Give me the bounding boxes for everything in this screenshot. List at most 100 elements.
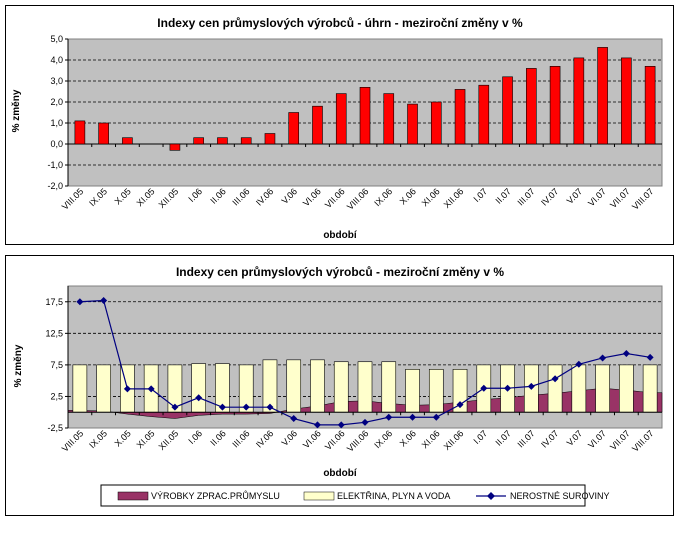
bottom-bar-energy: [192, 364, 206, 413]
bottom-xtick-label: IV.06: [254, 428, 275, 449]
bottom-chart-xlabel: období: [323, 468, 358, 479]
bottom-bar-energy: [334, 362, 348, 412]
top-xtick-label: IV.07: [539, 186, 560, 207]
bottom-xtick-label: XI.06: [420, 428, 442, 450]
top-chart-ylabel: % změny: [11, 89, 22, 132]
top-bar: [431, 102, 441, 144]
top-xtick-label: X.06: [398, 186, 418, 206]
bottom-xtick-label: VII.06: [323, 428, 347, 452]
bottom-xtick-label: VIII.05: [60, 428, 85, 453]
top-xtick-label: I.06: [186, 186, 204, 204]
top-bar: [312, 106, 322, 144]
bottom-xtick-label: VI.07: [586, 428, 608, 450]
top-xtick-label: VIII.06: [345, 186, 370, 211]
bottom-xtick-label: VI.06: [301, 428, 323, 450]
bottom-ytick-label: -2,5: [47, 423, 63, 433]
top-xtick-label: I.07: [472, 186, 490, 204]
bottom-xtick-label: XI.05: [135, 428, 157, 450]
top-xtick-label: VII.07: [608, 186, 632, 210]
top-xtick-label: VII.06: [323, 186, 347, 210]
top-ytick-label: -2,0: [47, 181, 63, 191]
bottom-bar-energy: [596, 365, 610, 412]
top-bar: [241, 138, 251, 144]
bottom-chart: Indexy cen průmyslových výrobců - meziro…: [6, 256, 673, 515]
top-bar: [75, 121, 85, 144]
bottom-bar-energy: [643, 365, 657, 412]
top-chart-title: Indexy cen průmyslových výrobců - úhrn -…: [157, 16, 523, 30]
top-ytick-label: 1,0: [50, 118, 63, 128]
top-xtick-label: VI.07: [586, 186, 608, 208]
bottom-chart-panel: Indexy cen průmyslových výrobců - meziro…: [5, 255, 674, 516]
bottom-xtick-label: III.07: [516, 428, 537, 449]
top-bar: [265, 134, 275, 145]
bottom-xtick-label: X.05: [113, 428, 133, 448]
top-bar: [645, 66, 655, 144]
bottom-xtick-label: XII.05: [157, 428, 181, 452]
top-xtick-label: VIII.07: [630, 186, 655, 211]
top-bar: [526, 68, 536, 144]
bottom-ytick-label: 12,5: [45, 328, 63, 338]
top-bar: [598, 47, 608, 144]
legend: VÝROBKY ZPRAC.PRŮMYSLU ELEKTŘINA, PLYN A…: [101, 485, 610, 506]
bottom-bar-energy: [548, 365, 562, 412]
top-bar: [360, 87, 370, 144]
top-bar: [408, 104, 418, 144]
bottom-bar-energy: [429, 369, 443, 412]
top-bar: [384, 94, 394, 144]
top-ytick-label: -1,0: [47, 160, 63, 170]
bottom-bar-energy: [287, 360, 301, 412]
legend-label-energy: ELEKTŘINA, PLYN A VODA: [337, 491, 450, 501]
bottom-bar-energy: [619, 365, 633, 412]
bottom-ytick-label: 17,5: [45, 297, 63, 307]
bottom-xtick-label: IX.05: [87, 428, 109, 450]
bottom-xtick-label: IX.06: [372, 428, 394, 450]
bottom-xtick-label: VII.07: [608, 428, 632, 452]
top-ytick-label: 3,0: [50, 76, 63, 86]
bottom-xtick-label: V.06: [280, 428, 300, 448]
top-bar: [621, 58, 631, 144]
top-bar: [289, 113, 299, 145]
top-xtick-label: X.05: [113, 186, 133, 206]
bottom-ytick-label: 2,5: [50, 391, 63, 401]
top-xtick-label: II.07: [494, 186, 513, 205]
top-xtick-label: XI.06: [420, 186, 442, 208]
top-chart: Indexy cen průmyslových výrobců - úhrn -…: [6, 6, 673, 244]
top-bar: [550, 66, 560, 144]
bottom-xtick-label: I.07: [472, 428, 490, 446]
bottom-xtick-label: X.06: [398, 428, 418, 448]
bottom-xtick-label: II.06: [208, 428, 227, 447]
top-xtick-label: V.07: [565, 186, 585, 206]
top-ytick-label: 2,0: [50, 97, 63, 107]
bottom-xtick-label: XII.06: [442, 428, 466, 452]
top-xtick-label: IX.06: [372, 186, 394, 208]
bottom-xtick-label: V.07: [565, 428, 585, 448]
top-xtick-label: III.06: [230, 186, 251, 207]
top-chart-xlabel: období: [323, 230, 358, 241]
top-ytick-label: 5,0: [50, 34, 63, 44]
top-bar: [194, 138, 204, 144]
top-xtick-label: VIII.05: [60, 186, 85, 211]
top-bar: [170, 144, 180, 150]
bottom-xtick-label: IV.07: [539, 428, 560, 449]
legend-label-manufacturing: VÝROBKY ZPRAC.PRŮMYSLU: [151, 490, 280, 501]
top-chart-panel: Indexy cen průmyslových výrobců - úhrn -…: [5, 5, 674, 245]
bottom-xtick-label: II.07: [494, 428, 513, 447]
bottom-xtick-label: I.06: [186, 428, 204, 446]
bottom-bar-energy: [358, 362, 372, 412]
bottom-bar-energy: [73, 365, 87, 412]
bottom-xtick-label: VIII.06: [345, 428, 370, 453]
bottom-bar-energy: [310, 360, 324, 412]
top-xtick-label: IX.05: [87, 186, 109, 208]
legend-swatch-manufacturing: [118, 492, 148, 500]
top-ytick-label: 4,0: [50, 55, 63, 65]
top-bar: [336, 94, 346, 144]
bottom-chart-ylabel: % změny: [13, 344, 24, 387]
bottom-bar-energy: [572, 365, 586, 412]
top-bar: [455, 89, 465, 144]
bottom-xtick-label: III.06: [230, 428, 251, 449]
bottom-bar-energy: [406, 369, 420, 412]
bottom-chart-title: Indexy cen průmyslových výrobců - meziro…: [176, 265, 504, 279]
bottom-bar-energy: [382, 362, 396, 412]
top-bar: [122, 138, 132, 144]
top-xtick-label: XII.06: [442, 186, 466, 210]
